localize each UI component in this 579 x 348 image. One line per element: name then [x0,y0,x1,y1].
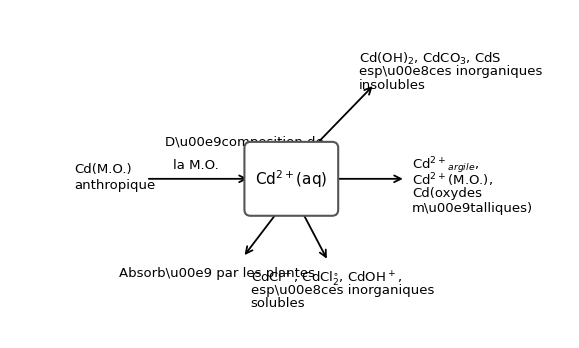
Text: la M.O.: la M.O. [173,159,219,172]
Text: Cd(OH)$_2$, CdCO$_3$, CdS: Cd(OH)$_2$, CdCO$_3$, CdS [359,51,502,67]
Text: esp\u00e8ces inorganiques: esp\u00e8ces inorganiques [251,284,434,296]
Text: CdCl$^+$, CdCl$_2^{\circ}$, CdOH$^+$,: CdCl$^+$, CdCl$_2^{\circ}$, CdOH$^+$, [251,270,402,288]
Text: esp\u00e8ces inorganiques: esp\u00e8ces inorganiques [359,65,543,78]
Text: Cd(M.O.): Cd(M.O.) [75,164,133,176]
Text: insolubles: insolubles [359,79,426,92]
Text: anthropique: anthropique [75,179,156,192]
Text: m\u00e9talliques): m\u00e9talliques) [412,202,533,215]
Text: D\u00e9composition de: D\u00e9composition de [166,136,324,149]
Text: Cd$^{2+}$(M.O.),: Cd$^{2+}$(M.O.), [412,171,493,189]
Text: Absorb\u00e9 par les plantes: Absorb\u00e9 par les plantes [119,267,315,280]
FancyBboxPatch shape [244,142,338,216]
Text: solubles: solubles [251,298,305,310]
Text: Cd$^{2+}$$_{\mathit{argile}}$,: Cd$^{2+}$$_{\mathit{argile}}$, [412,156,479,176]
Text: Cd(oxydes: Cd(oxydes [412,187,482,199]
Text: Cd$^{2+}$(aq): Cd$^{2+}$(aq) [255,168,327,190]
